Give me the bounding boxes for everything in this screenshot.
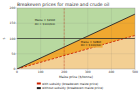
tick-label: 0	[13, 67, 15, 71]
annotation: Maize = $200tOil = $100/bbl	[34, 18, 56, 26]
annotation: Maize = $280tOil = $100/bbl	[80, 39, 102, 47]
tick-label: 50	[11, 52, 15, 56]
plot-frame	[17, 8, 135, 69]
tick	[16, 23, 17, 24]
tick-label: 150	[10, 21, 16, 25]
tick	[16, 8, 17, 9]
annotation-text: Maize = $280tOil = $100/bbl	[81, 40, 102, 47]
hline	[17, 38, 135, 39]
tick-label: 500	[132, 70, 138, 74]
annotation-line: Oil = $100/bbl	[81, 43, 101, 47]
legend-swatch	[37, 83, 41, 85]
tick-label: 100	[38, 70, 44, 74]
x-axis-label: Maize price ($/tonne)	[59, 75, 93, 79]
tick-label: 200	[10, 6, 16, 10]
plot-area	[17, 8, 135, 69]
vline	[64, 8, 65, 69]
legend-swatch	[37, 87, 41, 89]
grid-line	[17, 38, 135, 39]
tick-label: 100	[10, 37, 16, 41]
tick	[16, 69, 17, 70]
annotation-box	[80, 39, 102, 47]
annotation-box	[34, 18, 56, 26]
region-between	[17, 14, 135, 69]
legend: with subsidy (breakeven maize price)with…	[37, 82, 103, 91]
title: Breakeven prices for maize and crude oil	[17, 2, 109, 7]
legend-label: with subsidy (breakeven maize price)	[42, 82, 98, 86]
y-axis-label: $	[2, 37, 6, 39]
region-below	[17, 35, 135, 69]
tick	[16, 38, 17, 39]
series-line	[17, 14, 135, 69]
tick-label: 0	[16, 70, 18, 74]
series-line	[17, 35, 135, 69]
tick-label: 400	[109, 70, 115, 74]
grid-line	[17, 53, 135, 54]
region-above	[17, 8, 135, 69]
annotation-text: Maize = $200tOil = $100/bbl	[35, 18, 56, 25]
plot-background	[17, 8, 135, 69]
tick	[16, 53, 17, 54]
legend-label: without subsidy (breakeven maize price)	[42, 86, 103, 90]
chart: 0100200300400500050100150200Maize price …	[0, 0, 140, 95]
annotation-line: Oil = $100/bbl	[35, 22, 55, 26]
